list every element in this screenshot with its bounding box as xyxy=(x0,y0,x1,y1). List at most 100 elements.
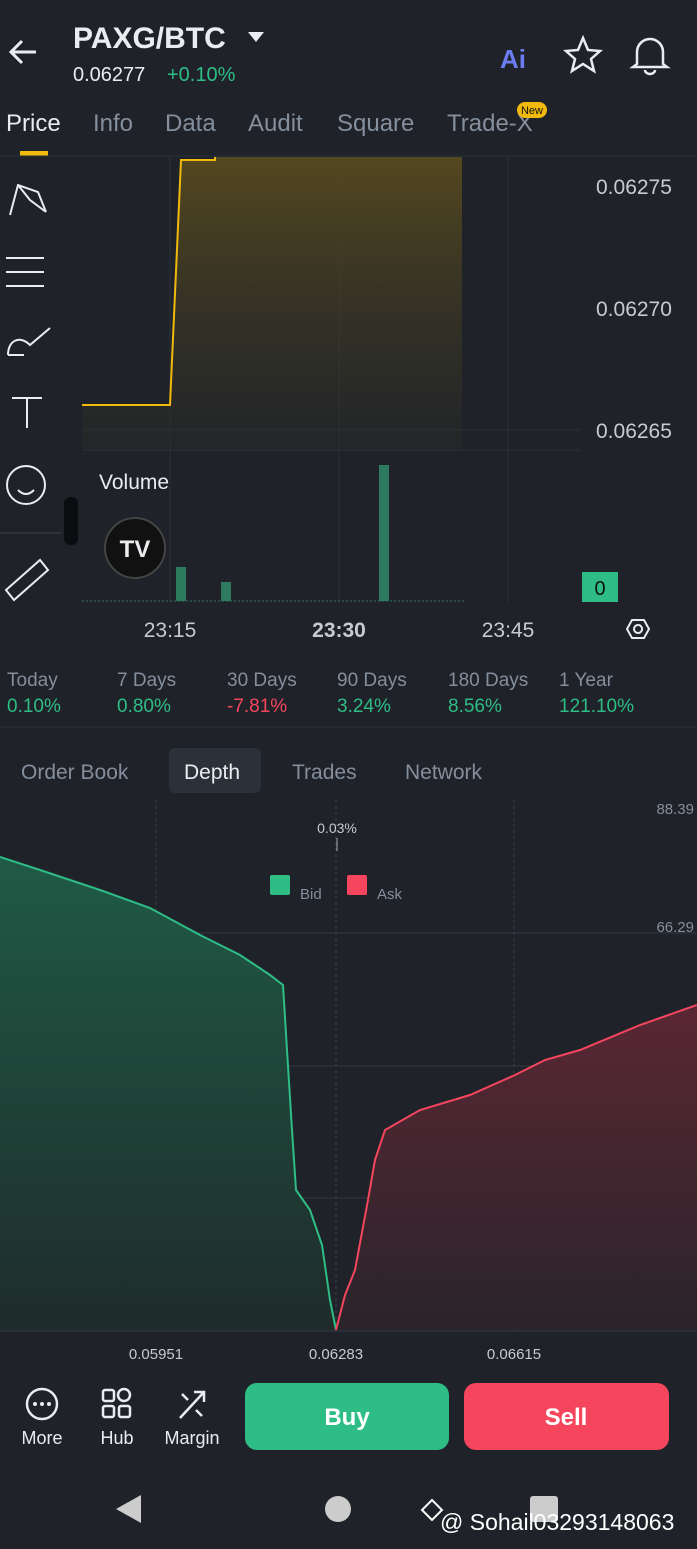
nav-recent[interactable] xyxy=(530,1496,558,1522)
ask-line xyxy=(335,1004,697,1331)
nav-back[interactable] xyxy=(116,1495,141,1523)
volume-label: Volume xyxy=(99,471,169,494)
new-badge-label: New xyxy=(521,105,543,117)
book-tab[interactable]: Trades xyxy=(292,761,357,784)
book-tab[interactable]: Order Book xyxy=(21,761,129,784)
tool-icon[interactable] xyxy=(4,558,50,602)
tab[interactable]: Audit xyxy=(248,110,303,137)
star-icon[interactable] xyxy=(562,34,604,74)
tab[interactable]: Data xyxy=(165,110,216,137)
bid-line xyxy=(0,856,337,1331)
sell-button[interactable] xyxy=(464,1383,669,1450)
margin-icon[interactable] xyxy=(179,1390,206,1419)
y-tick-label: 66.29 xyxy=(656,919,694,936)
action-label[interactable]: Margin xyxy=(164,1428,219,1448)
legend-swatch xyxy=(270,875,290,895)
period-label: 7 Days xyxy=(117,670,176,691)
hub-icon[interactable] xyxy=(116,1387,132,1403)
tab-highlight xyxy=(169,748,261,793)
action-icons xyxy=(25,1387,206,1421)
tool-icon[interactable] xyxy=(9,183,47,216)
period-change: 0.80% xyxy=(117,696,171,717)
tab[interactable]: Info xyxy=(93,110,133,137)
x-tick-label: 0.06615 xyxy=(487,1346,541,1363)
period-label: 30 Days xyxy=(227,670,297,691)
nav-home[interactable] xyxy=(325,1496,351,1522)
tool-icon[interactable] xyxy=(7,327,51,356)
collapse-handle[interactable] xyxy=(64,497,78,545)
bell-icon[interactable] xyxy=(629,37,671,76)
book-tabs: Order Book Depth Trades Network xyxy=(21,761,483,784)
volume-bar xyxy=(379,465,389,601)
action-label[interactable]: More xyxy=(21,1428,62,1448)
book-tab[interactable]: Network xyxy=(405,761,483,784)
legend-label: Bid xyxy=(300,886,322,903)
period-label: 90 Days xyxy=(337,670,407,691)
performance-row: Today 0.10% 7 Days 0.80% 30 Days -7.81% 90 Day… xyxy=(7,670,634,717)
buy-label[interactable]: Buy xyxy=(324,1404,370,1431)
tool-icon[interactable] xyxy=(6,465,46,505)
tradingview-logo xyxy=(104,517,166,579)
period-label: Today xyxy=(7,670,58,691)
period-change: 121.10% xyxy=(559,696,634,717)
price-line xyxy=(82,157,216,406)
new-badge xyxy=(517,102,547,118)
volume-value: 0 xyxy=(594,578,605,600)
book-tab[interactable]: Depth xyxy=(184,761,240,784)
y-tick-label: 0.06270 xyxy=(596,298,672,321)
legend-swatch xyxy=(347,875,367,895)
tab[interactable]: Price xyxy=(6,110,61,137)
tool-icon[interactable] xyxy=(12,397,42,428)
dot xyxy=(40,1402,44,1406)
dot xyxy=(33,1402,37,1406)
ai-icon[interactable]: Ai xyxy=(500,44,526,74)
price-change: +0.10% xyxy=(167,64,236,86)
hub-icon[interactable] xyxy=(101,1388,116,1403)
last-price: 0.06277 xyxy=(73,64,145,86)
bid-area xyxy=(0,857,336,1330)
more-icon[interactable] xyxy=(25,1387,59,1421)
period-change: 0.10% xyxy=(7,696,61,717)
action-labels: More Hub Margin xyxy=(21,1428,219,1448)
sell-label[interactable]: Sell xyxy=(545,1404,588,1431)
tool-icon[interactable] xyxy=(6,257,44,287)
period-change: 3.24% xyxy=(337,696,391,717)
legend-label: Ask xyxy=(377,886,403,903)
action-label[interactable]: Hub xyxy=(100,1428,133,1448)
price-axis: 0.06275 0.06270 0.06265 23:15 23:30 23:45 xyxy=(144,176,672,642)
tool-icon[interactable] xyxy=(17,489,35,495)
logo-mark: TV xyxy=(120,536,151,563)
y-tick-label: 0.06265 xyxy=(596,420,672,443)
pair-title[interactable]: PAXG/BTC xyxy=(73,22,226,55)
drawing-toolbar xyxy=(4,183,51,602)
ask-area xyxy=(336,1005,697,1330)
watermark: @ Sohail03293148063 xyxy=(440,1509,674,1535)
tab-indicator xyxy=(20,151,48,156)
y-tick-label: 88.39 xyxy=(656,801,694,818)
period-label: 180 Days xyxy=(448,670,528,691)
price-area xyxy=(82,157,462,450)
back-icon[interactable] xyxy=(8,39,36,65)
volume-bar xyxy=(176,567,186,601)
dropdown-icon[interactable] xyxy=(248,32,264,42)
volume-bar xyxy=(221,582,231,601)
y-tick-label: 0.06275 xyxy=(596,176,672,199)
x-tick-label: 23:45 xyxy=(482,619,535,642)
tab[interactable]: Square xyxy=(337,110,414,137)
x-tick-label: 0.06283 xyxy=(309,1346,363,1363)
period-change: -7.81% xyxy=(227,696,287,717)
watermark-icon xyxy=(420,1498,444,1522)
dot xyxy=(47,1402,51,1406)
settings-icon[interactable] xyxy=(625,619,651,639)
x-tick-label: 23:15 xyxy=(144,619,197,642)
x-tick-label: 23:30 xyxy=(312,619,366,642)
buy-button[interactable] xyxy=(245,1383,449,1450)
period-label: 1 Year xyxy=(559,670,614,691)
x-tick-label: 0.05951 xyxy=(129,1346,183,1363)
hub-icon[interactable] xyxy=(117,1404,132,1419)
period-change: 8.56% xyxy=(448,696,502,717)
hub-icon[interactable] xyxy=(101,1404,116,1419)
